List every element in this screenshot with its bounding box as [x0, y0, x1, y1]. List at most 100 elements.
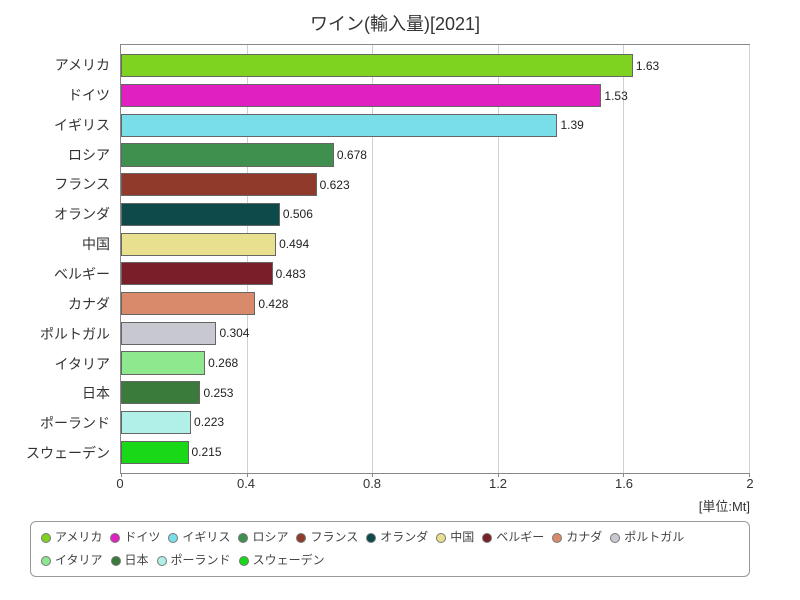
legend-item: 中国	[436, 528, 474, 547]
legend-label: イギリス	[182, 528, 230, 547]
legend-item: イギリス	[168, 528, 230, 547]
y-axis-label: フランス	[10, 169, 116, 199]
legend-item: 日本	[111, 551, 149, 570]
bar: 0.304	[121, 322, 216, 345]
x-axis-label: 2	[746, 476, 753, 491]
legend-dot	[157, 556, 167, 566]
legend-label: ドイツ	[124, 528, 160, 547]
bar-row: 0.483	[121, 259, 749, 289]
chart-body: アメリカドイツイギリスロシアフランスオランダ中国ベルギーカナダポルトガルイタリア…	[10, 44, 780, 474]
legend-label: フランス	[310, 528, 358, 547]
legend-label: 中国	[450, 528, 474, 547]
bar: 1.63	[121, 54, 633, 77]
legend-dot	[482, 533, 492, 543]
y-axis-label: イギリス	[10, 110, 116, 140]
bar: 0.253	[121, 381, 200, 404]
bar-value-label: 0.223	[194, 415, 224, 429]
bar: 0.494	[121, 233, 276, 256]
y-axis-label: ポーランド	[10, 408, 116, 438]
legend-dot	[610, 533, 620, 543]
bar-row: 0.506	[121, 200, 749, 230]
legend-item: ロシア	[238, 528, 288, 547]
bar-value-label: 0.268	[208, 356, 238, 370]
legend-item: ベルギー	[482, 528, 544, 547]
bar: 1.53	[121, 84, 601, 107]
bar-value-label: 0.483	[276, 267, 306, 281]
bar: 1.39	[121, 114, 557, 137]
bar-value-label: 0.215	[192, 445, 222, 459]
legend-dot	[111, 556, 121, 566]
bar-row: 0.678	[121, 140, 749, 170]
legend-item: オランダ	[366, 528, 428, 547]
legend-dot	[238, 533, 248, 543]
bar-row: 0.215	[121, 437, 749, 467]
bars: 1.631.531.390.6780.6230.5060.4940.4830.4…	[121, 45, 749, 473]
bar-value-label: 0.678	[337, 148, 367, 162]
bar-row: 0.623	[121, 170, 749, 200]
legend-item: スウェーデン	[239, 551, 325, 570]
bar: 0.678	[121, 143, 334, 166]
legend-item: イタリア	[41, 551, 103, 570]
bar-row: 1.53	[121, 81, 749, 111]
legend-label: 日本	[125, 551, 149, 570]
legend-label: アメリカ	[55, 528, 102, 547]
legend-label: イタリア	[55, 551, 103, 570]
y-axis-label: ロシア	[10, 140, 116, 170]
unit-label: [単位:Mt]	[10, 496, 750, 515]
bar-row: 0.253	[121, 378, 749, 408]
bar-value-label: 0.506	[283, 207, 313, 221]
bar-row: 0.268	[121, 348, 749, 378]
bar-value-label: 1.63	[636, 59, 659, 73]
plot-area: 1.631.531.390.6780.6230.5060.4940.4830.4…	[120, 44, 750, 474]
y-axis-label: カナダ	[10, 289, 116, 319]
gridline	[749, 45, 750, 473]
bar: 0.428	[121, 292, 255, 315]
legend-item: ポーランド	[157, 551, 231, 570]
y-axis-labels: アメリカドイツイギリスロシアフランスオランダ中国ベルギーカナダポルトガルイタリア…	[10, 44, 116, 474]
legend-dot	[41, 533, 51, 543]
legend-dot	[168, 533, 178, 543]
legend-label: ロシア	[252, 528, 288, 547]
x-axis-labels: 00.40.81.21.62	[120, 474, 750, 494]
bar: 0.223	[121, 411, 191, 434]
legend-item: フランス	[296, 528, 358, 547]
x-axis-label: 0.4	[237, 476, 255, 491]
bar: 0.483	[121, 262, 273, 285]
x-axis-label: 1.2	[489, 476, 507, 491]
y-axis-label: ベルギー	[10, 259, 116, 289]
bar-row: 1.39	[121, 110, 749, 140]
x-axis-label: 0.8	[363, 476, 381, 491]
legend-item: アメリカ	[41, 528, 102, 547]
legend-label: カナダ	[566, 528, 602, 547]
bar-row: 0.304	[121, 318, 749, 348]
x-axis-label: 0	[116, 476, 123, 491]
y-axis-label: アメリカ	[10, 50, 116, 80]
bar-value-label: 0.428	[258, 297, 288, 311]
y-axis-label: オランダ	[10, 199, 116, 229]
y-axis-label: ドイツ	[10, 80, 116, 110]
legend-label: オランダ	[380, 528, 428, 547]
bar: 0.268	[121, 351, 205, 374]
bar-row: 0.223	[121, 408, 749, 438]
bar-row: 1.63	[121, 51, 749, 81]
legend-item: カナダ	[552, 528, 602, 547]
chart-container: ワイン(輸入量)[2021] アメリカドイツイギリスロシアフランスオランダ中国ベ…	[0, 0, 800, 600]
legend-label: ベルギー	[496, 528, 544, 547]
legend-label: ポーランド	[171, 551, 231, 570]
legend: アメリカ ドイツ イギリス ロシア フランス オランダ 中国 ベルギー カナダ ポルトガルイタリア…	[30, 521, 750, 577]
legend-dot	[41, 556, 51, 566]
bar-value-label: 1.39	[560, 118, 583, 132]
legend-dot	[552, 533, 562, 543]
chart-title: ワイン(輸入量)[2021]	[10, 10, 780, 36]
y-axis-label: イタリア	[10, 349, 116, 379]
bar: 0.623	[121, 173, 317, 196]
legend-dot	[296, 533, 306, 543]
legend-item: ポルトガル	[610, 528, 684, 547]
legend-dot	[239, 556, 249, 566]
legend-dot	[366, 533, 376, 543]
bar-value-label: 0.494	[279, 237, 309, 251]
legend-dot	[436, 533, 446, 543]
bar-value-label: 0.304	[219, 326, 249, 340]
legend-item: ドイツ	[110, 528, 160, 547]
legend-label: ポルトガル	[624, 528, 684, 547]
